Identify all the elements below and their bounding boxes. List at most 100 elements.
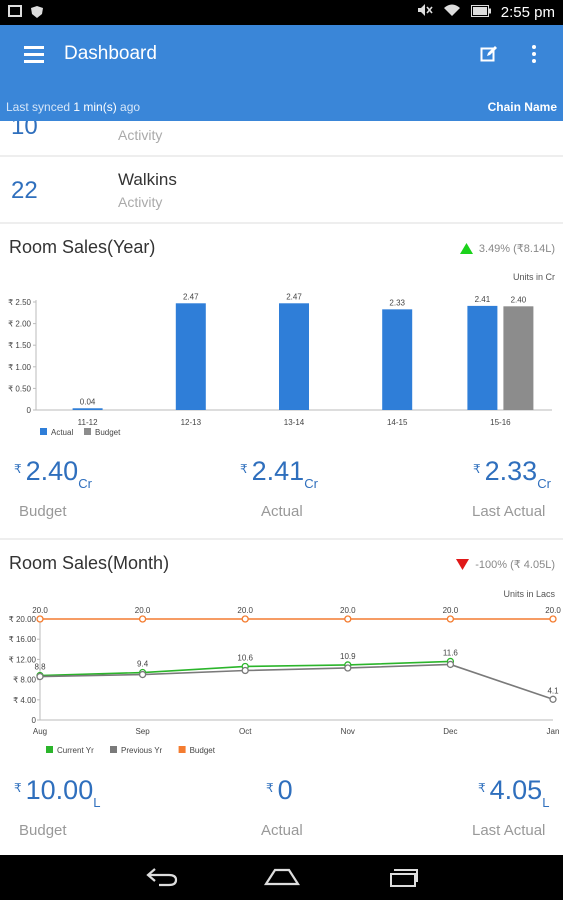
data-point [241, 615, 249, 623]
legend-label: Current Yr [57, 746, 94, 755]
y-tick-label: ₹ 1.50 [8, 341, 31, 350]
y-tick-label: 0 [32, 716, 37, 725]
section-title: Room Sales(Year) [9, 237, 156, 257]
kpi-last-actual: ₹2.33Cr [473, 456, 551, 491]
data-point [138, 670, 147, 679]
stat-subtitle: Activity [118, 194, 163, 210]
y-tick-label: ₹ 2.50 [8, 298, 31, 307]
y-tick-label: ₹ 16.00 [9, 635, 37, 644]
battery-icon [470, 4, 491, 21]
units-label: Units in Lacs [503, 589, 555, 599]
kpi-label: Last Actual [472, 503, 546, 520]
bar-actual [467, 305, 498, 410]
data-label: 10.6 [237, 653, 253, 662]
stat-subtitle: Activity [118, 127, 163, 143]
y-tick-label: ₹ 4.00 [13, 696, 36, 705]
home-icon[interactable] [263, 867, 301, 892]
kpi-value: 2.41 [251, 456, 305, 486]
app-bar: Dashboard Last synced 1 min(s) ago Chain… [0, 25, 563, 121]
kpi-label: Actual [261, 503, 303, 520]
wifi-icon [443, 3, 461, 21]
sync-prefix: Last synced [6, 100, 74, 114]
data-point [138, 615, 147, 623]
screen-icon [8, 5, 22, 17]
bar-actual [175, 303, 206, 410]
kpi-unit: Cr [78, 476, 92, 491]
data-point [344, 664, 352, 672]
x-tick-label: Nov [341, 727, 355, 736]
recent-apps-icon[interactable] [386, 867, 418, 892]
stat-title: Walkins [118, 170, 177, 189]
kpi-actual: ₹0 [266, 775, 293, 806]
x-tick-label: 11-12 [78, 418, 98, 427]
x-tick-label: 15-16 [490, 418, 511, 427]
room-sales-month-card[interactable]: Room Sales(Month) -100% (₹ 4.05L) Units … [0, 540, 563, 855]
x-tick-label: 14-15 [387, 418, 408, 427]
data-label: 20.0 [237, 606, 253, 615]
x-tick-label: 13-14 [284, 418, 305, 427]
navigation-bar [0, 855, 563, 900]
legend-label: Previous Yr [121, 746, 163, 755]
last-synced-text: Last synced 1 min(s) ago [6, 100, 140, 114]
data-label: 9.4 [137, 660, 149, 669]
page-title: Dashboard [64, 43, 157, 64]
status-bar: 2:55 pm [0, 0, 563, 25]
legend-label: Budget [95, 428, 121, 437]
data-label: 2.33 [389, 298, 405, 307]
legend-swatch [110, 746, 117, 753]
bar-actual [279, 303, 309, 410]
data-label: 20.0 [340, 606, 356, 615]
data-point [36, 615, 44, 623]
more-options-icon[interactable] [527, 45, 541, 65]
back-icon[interactable] [145, 867, 179, 892]
data-label: 2.41 [475, 295, 491, 304]
change-text: 3.49% (₹8.14L) [478, 243, 555, 255]
y-tick-label: 0 [27, 406, 32, 415]
section-title: Room Sales(Month) [9, 553, 170, 573]
dashboard-content[interactable]: 10 Activity 22 Walkins Activity Room Sal… [0, 121, 563, 855]
y-tick-label: ₹ 1.00 [8, 363, 31, 372]
legend-label: Budget [190, 746, 216, 755]
kpi-actual: ₹2.41Cr [240, 456, 318, 491]
x-tick-label: Oct [239, 727, 252, 736]
kpi-value: 10.00 [25, 775, 94, 805]
units-label: Units in Cr [512, 272, 555, 282]
data-point [549, 695, 557, 703]
data-label: 20.0 [32, 606, 48, 615]
chain-name[interactable]: Chain Name [487, 100, 557, 114]
series-line-previous-yr [39, 663, 554, 701]
x-tick-label: Sep [135, 727, 150, 736]
x-tick-label: 12-13 [181, 418, 202, 427]
clock: 2:55 pm [500, 3, 555, 21]
kpi-unit: L [542, 795, 550, 810]
edit-icon[interactable] [480, 45, 498, 68]
legend-swatch [178, 746, 186, 753]
legend-swatch [46, 746, 53, 753]
sync-value: 1 min(s) [73, 100, 117, 114]
bar-actual [382, 309, 413, 410]
kpi-label: Budget [19, 822, 67, 839]
kpi-budget: ₹2.40Cr [14, 456, 92, 491]
y-tick-label: ₹ 8.00 [13, 676, 36, 685]
kpi-unit: Cr [537, 476, 551, 491]
data-point [36, 672, 44, 681]
change-text: -100% (₹ 4.05L) [475, 559, 555, 571]
kpi-budget: ₹10.00L [14, 775, 100, 810]
data-label: 0.04 [80, 397, 96, 406]
data-label: 2.47 [183, 292, 199, 301]
data-label: 11.6 [443, 648, 459, 657]
change-indicator: -100% (₹ 4.05L) [456, 558, 555, 571]
stat-card-activity[interactable]: 10 Activity [0, 121, 563, 155]
kpi-value: 2.40 [25, 456, 79, 486]
menu-icon[interactable] [24, 46, 44, 63]
kpi-value: 0 [277, 775, 293, 805]
data-label: 4.1 [547, 686, 559, 695]
room-sales-year-card[interactable]: Room Sales(Year) 3.49% (₹8.14L) Units in… [0, 224, 563, 538]
data-label: 20.0 [443, 606, 459, 615]
y-tick-label: ₹ 2.00 [8, 320, 31, 329]
stat-value: 10 [11, 121, 38, 140]
kpi-last-actual: ₹4.05L [478, 775, 549, 810]
data-label: 10.9 [340, 652, 356, 661]
stat-card-walkins[interactable]: 22 Walkins Activity [0, 157, 563, 222]
rupee-symbol: ₹ [14, 781, 22, 795]
